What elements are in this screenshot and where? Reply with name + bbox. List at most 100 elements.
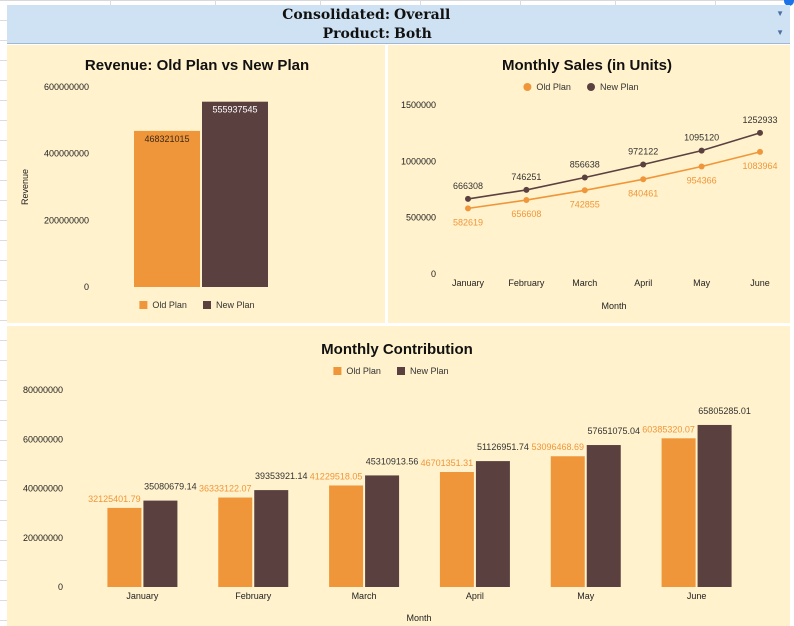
filter-value[interactable]: Overall bbox=[394, 7, 451, 23]
point-data-label: 1095120 bbox=[684, 133, 719, 143]
bar-data-label: 46701351.31 bbox=[421, 458, 474, 468]
y-tick-label: 0 bbox=[84, 282, 89, 292]
bar-data-label: 36333122.07 bbox=[199, 484, 252, 494]
chart-title: Monthly Contribution bbox=[321, 341, 473, 358]
x-axis-title: Month bbox=[406, 613, 431, 623]
revenue-bar bbox=[202, 101, 268, 287]
filter-row-consolidated[interactable]: Consolidated: Overall ▼ bbox=[7, 5, 790, 24]
data-point bbox=[757, 129, 763, 136]
data-point bbox=[581, 174, 588, 181]
point-data-label: 954366 bbox=[687, 175, 717, 185]
contribution-bar bbox=[107, 507, 142, 587]
point-data-label: 840461 bbox=[628, 188, 658, 198]
y-tick-label: 40000000 bbox=[23, 484, 63, 494]
chart-title: Revenue: Old Plan vs New Plan bbox=[85, 57, 309, 74]
data-point bbox=[640, 176, 647, 183]
x-tick-label: June bbox=[750, 278, 770, 288]
series-line bbox=[467, 132, 761, 200]
bar-data-label: 45310913.56 bbox=[366, 456, 419, 466]
y-tick-label: 0 bbox=[58, 582, 63, 592]
monthly-contribution-chart-panel[interactable]: Monthly Contribution Old Plan New Plan 0 200… bbox=[7, 326, 790, 626]
legend-swatch bbox=[523, 83, 532, 91]
x-tick-label: April bbox=[634, 278, 652, 288]
data-point bbox=[523, 186, 530, 193]
filter-header: Consolidated: Overall ▼ Product: Both ▼ bbox=[7, 5, 790, 44]
legend-label: New Plan bbox=[216, 300, 255, 310]
x-tick-label: May bbox=[693, 278, 711, 288]
monthly-sales-chart: Monthly Sales (in Units) Old Plan New Plan… bbox=[401, 57, 778, 311]
x-tick-label: June bbox=[687, 591, 707, 601]
y-tick-label: 60000000 bbox=[23, 434, 63, 444]
contribution-bar bbox=[697, 424, 732, 587]
contribution-bar bbox=[661, 438, 696, 587]
bar-data-label: 39353921.14 bbox=[255, 471, 308, 481]
chart-title: Monthly Sales (in Units) bbox=[502, 57, 672, 74]
bar-data-label: 57651075.04 bbox=[587, 426, 640, 436]
revenue-chart-panel[interactable]: Revenue: Old Plan vs New Plan 0 200000000 4… bbox=[7, 45, 385, 323]
filter-value[interactable]: Both bbox=[394, 26, 432, 42]
x-tick-label: May bbox=[577, 591, 595, 601]
data-point bbox=[465, 195, 471, 202]
x-tick-label: March bbox=[352, 591, 377, 601]
contribution-bar bbox=[329, 485, 364, 587]
legend-swatch bbox=[397, 367, 405, 375]
point-data-label: 666308 bbox=[453, 181, 483, 191]
bar-data-label: 60385320.07 bbox=[642, 424, 695, 434]
point-data-label: 656608 bbox=[511, 209, 541, 219]
bar-data-label: 51126951.74 bbox=[477, 442, 529, 452]
y-tick-label: 200000000 bbox=[44, 215, 89, 225]
data-point bbox=[523, 197, 530, 204]
point-data-label: 742855 bbox=[570, 199, 600, 209]
y-tick-label: 80000000 bbox=[23, 385, 63, 395]
legend-label: Old Plan bbox=[152, 300, 187, 310]
y-tick-label: 20000000 bbox=[23, 533, 63, 543]
legend-label: New Plan bbox=[600, 82, 639, 92]
bar-data-label: 32125401.79 bbox=[88, 494, 141, 504]
point-data-label: 582619 bbox=[453, 217, 483, 227]
contribution-bar bbox=[143, 500, 178, 587]
legend-swatch bbox=[139, 301, 148, 309]
point-data-label: 972122 bbox=[628, 146, 658, 156]
legend-label: Old Plan bbox=[346, 366, 381, 376]
x-tick-label: March bbox=[572, 278, 597, 288]
bar-data-label: 41229518.05 bbox=[310, 471, 363, 481]
revenue-bar bbox=[134, 130, 200, 287]
data-point bbox=[465, 205, 471, 212]
revenue-chart: Revenue: Old Plan vs New Plan 0 200000000 4… bbox=[20, 57, 309, 310]
contribution-bar bbox=[475, 461, 510, 587]
y-tick-label: 600000000 bbox=[44, 82, 89, 92]
data-point bbox=[698, 147, 705, 154]
legend-label: Old Plan bbox=[536, 82, 571, 92]
scroll-indicator[interactable] bbox=[784, 0, 794, 6]
data-point bbox=[581, 187, 588, 194]
data-point bbox=[640, 161, 647, 168]
series-line bbox=[467, 151, 761, 210]
bar-data-label: 65805285.01 bbox=[698, 406, 751, 416]
y-tick-label: 400000000 bbox=[44, 149, 89, 159]
x-tick-label: January bbox=[126, 591, 159, 601]
y-tick-label: 1000000 bbox=[401, 156, 436, 166]
point-data-label: 746251 bbox=[511, 172, 541, 182]
x-tick-label: April bbox=[466, 591, 484, 601]
filter-label: Consolidated: bbox=[282, 7, 390, 23]
x-tick-label: February bbox=[508, 278, 545, 288]
contribution-bar bbox=[365, 475, 400, 587]
point-data-label: 856638 bbox=[570, 159, 600, 169]
dropdown-caret-icon[interactable]: ▼ bbox=[776, 9, 784, 18]
contribution-bar bbox=[586, 445, 621, 587]
y-axis-title: Revenue bbox=[20, 169, 30, 205]
monthly-sales-chart-panel[interactable]: Monthly Sales (in Units) Old Plan New Plan… bbox=[388, 45, 790, 323]
data-point bbox=[698, 163, 705, 170]
contribution-bar bbox=[218, 497, 253, 587]
data-point bbox=[757, 148, 763, 155]
contribution-bar bbox=[550, 456, 585, 587]
bar-data-label: 35080679.14 bbox=[144, 482, 197, 492]
legend-swatch bbox=[203, 301, 211, 309]
bar-data-label: 468321015 bbox=[144, 134, 189, 144]
bar-data-label: 555937545 bbox=[212, 105, 257, 115]
legend-swatch bbox=[587, 83, 595, 91]
dropdown-caret-icon[interactable]: ▼ bbox=[776, 28, 784, 37]
point-data-label: 1083964 bbox=[742, 161, 777, 171]
filter-row-product[interactable]: Product: Both ▼ bbox=[7, 24, 790, 43]
y-tick-label: 0 bbox=[431, 269, 436, 279]
